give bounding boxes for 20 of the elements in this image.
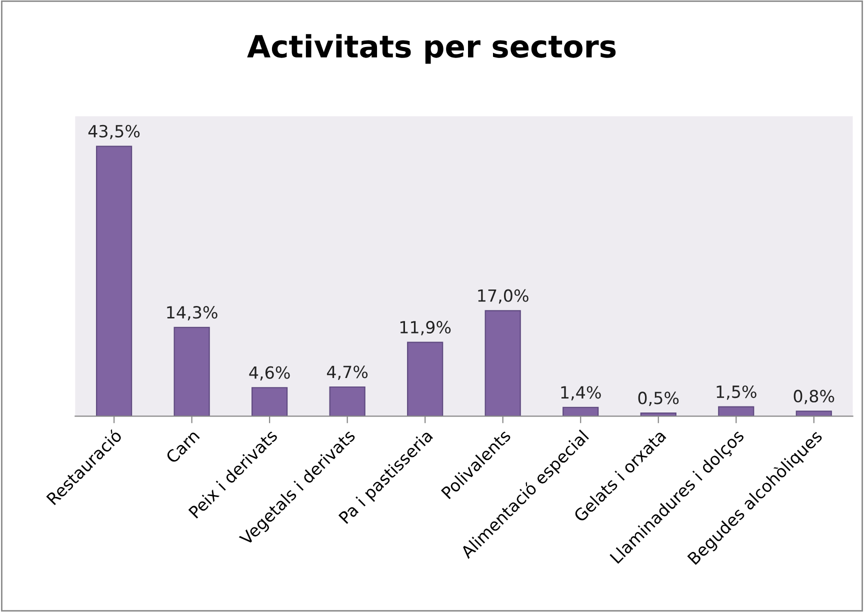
bar (484, 310, 521, 416)
bar (96, 146, 132, 416)
data-label: 1,5% (716, 385, 756, 400)
bar (329, 386, 366, 416)
data-label: 17,0% (478, 289, 528, 304)
data-label: 11,9% (400, 320, 451, 336)
data-label: 0,5% (638, 392, 679, 406)
data-label: 43,5% (88, 124, 140, 140)
data-label: 4,7% (326, 366, 368, 380)
data-label: 1,4% (561, 386, 601, 400)
bar (174, 326, 210, 416)
data-label: 14,3% (167, 306, 218, 320)
bar (252, 387, 288, 416)
bar (796, 410, 832, 416)
data-label: 0,8% (794, 390, 834, 404)
chart-title: Activitats per sectors (247, 34, 616, 64)
bar (718, 406, 754, 416)
bar (562, 406, 599, 416)
bar (407, 342, 444, 416)
data-label: 4,6% (249, 366, 290, 381)
